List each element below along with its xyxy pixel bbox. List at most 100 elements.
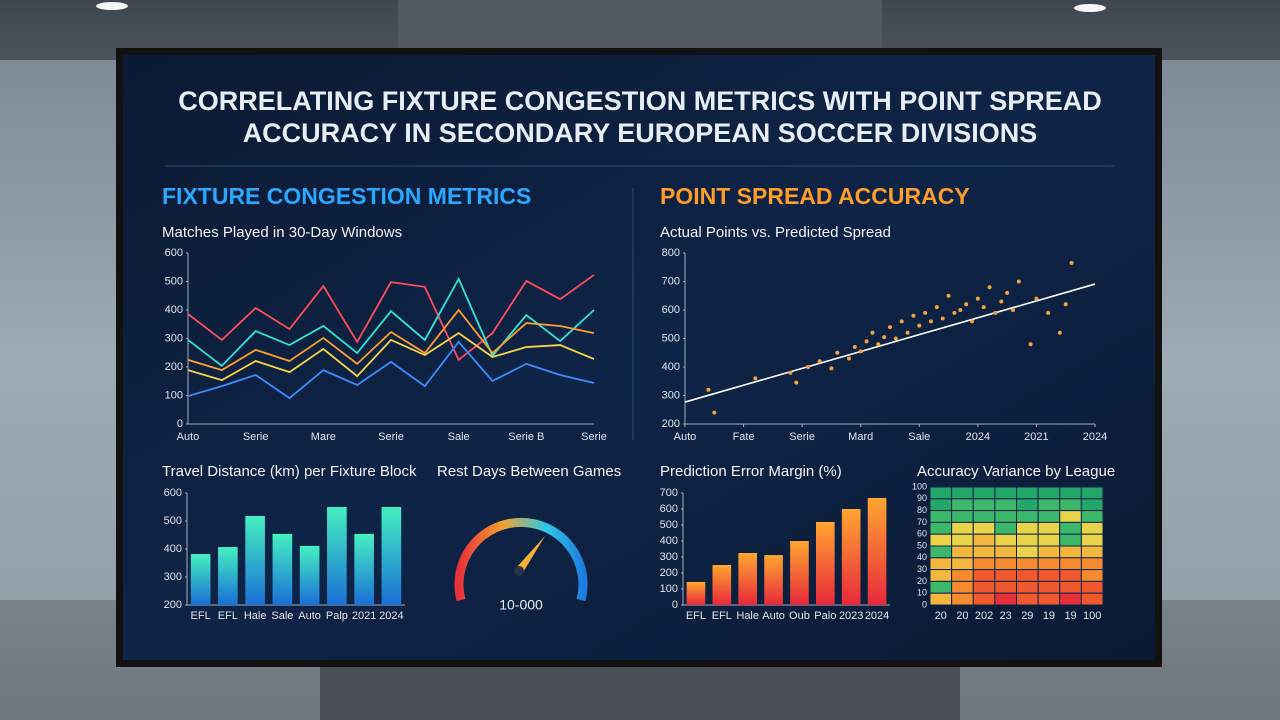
scatter-point <box>829 366 834 371</box>
section-heading: FIXTURE CONGESTION METRICS <box>162 183 531 209</box>
heat-cell <box>951 521 974 535</box>
y-tick-label: 200 <box>165 361 183 373</box>
heat-cell <box>994 498 1017 512</box>
x-tick-label: Fate <box>733 431 755 443</box>
y-tick-label: 60 <box>917 529 927 539</box>
heat-cell <box>951 498 974 512</box>
heat-cell <box>1059 557 1082 571</box>
x-tick-label: EFL <box>686 610 706 622</box>
x-tick-label: Sale <box>448 431 470 443</box>
heat-cell <box>994 592 1017 606</box>
scatter-point <box>905 330 910 335</box>
gauge-needle <box>516 536 545 574</box>
x-tick-label: Serie <box>789 431 815 443</box>
heat-cell <box>972 486 996 500</box>
scatter-point <box>876 342 881 347</box>
gauge-title: Rest Days Between Games <box>437 463 621 480</box>
heat-cell <box>972 580 996 594</box>
heat-cell <box>1059 486 1082 500</box>
ceiling-light <box>1074 4 1106 12</box>
y-tick-label: 30 <box>917 564 927 574</box>
bar <box>712 565 732 605</box>
x-tick-label: 2021 <box>1024 431 1048 443</box>
heat-cell <box>951 592 974 606</box>
y-tick-label: 500 <box>165 275 183 287</box>
heat-cell <box>929 569 953 582</box>
heat-cell <box>1037 592 1061 606</box>
line-series <box>187 276 595 368</box>
y-tick-label: 400 <box>165 304 183 316</box>
heat-cell <box>994 510 1017 523</box>
bar <box>815 521 835 605</box>
bar <box>841 509 861 605</box>
y-tick-label: 400 <box>660 535 678 547</box>
scatter-point <box>899 319 904 324</box>
heat-cell <box>1059 533 1082 547</box>
y-tick-label: 0 <box>922 599 927 609</box>
x-tick-label: 2024 <box>865 610 889 622</box>
bar <box>867 497 887 605</box>
heat-cell <box>972 510 996 523</box>
x-tick-label: Sale <box>908 431 930 443</box>
heat-cell <box>1016 592 1039 606</box>
bar <box>381 507 402 605</box>
heat-cell <box>1059 545 1082 559</box>
heat-cell <box>1037 521 1061 535</box>
y-tick-label: 300 <box>660 551 678 563</box>
heat-cell <box>1037 533 1061 547</box>
heat-cell <box>1080 557 1104 571</box>
y-tick-label: 600 <box>660 503 678 515</box>
pillar <box>320 660 960 720</box>
scatter-point <box>940 316 945 321</box>
y-tick-label: 800 <box>662 247 680 259</box>
line-series <box>187 331 595 382</box>
y-tick-label: 50 <box>917 540 927 550</box>
heat-cell <box>1080 510 1104 523</box>
pillar-top <box>398 0 882 50</box>
y-tick-label: 400 <box>164 543 182 555</box>
heat-cell <box>1016 486 1039 500</box>
chart-title: Matches Played in 30-Day Windows <box>162 224 402 241</box>
x-tick-label: 202 <box>975 610 993 622</box>
line-series <box>187 308 595 372</box>
scatter-point <box>993 310 998 315</box>
x-tick-label: 100 <box>1083 610 1101 622</box>
heat-cell <box>951 569 974 582</box>
heat-cell <box>1037 545 1061 559</box>
scatter-point <box>893 336 898 341</box>
scatter-point <box>987 285 992 290</box>
heat-cell <box>994 545 1017 559</box>
x-tick-label: 2023 <box>839 610 863 622</box>
heat-cell <box>929 521 953 535</box>
x-tick-label: Oub <box>789 610 810 622</box>
scatter-point <box>917 323 922 328</box>
heat-cell <box>1080 592 1104 606</box>
heat-cell <box>929 557 953 571</box>
x-tick-label: 19 <box>1064 610 1076 622</box>
scatter-point <box>888 325 892 330</box>
heat-cell <box>929 498 953 512</box>
y-tick-label: 300 <box>662 389 680 401</box>
x-tick-label: 20 <box>956 610 968 622</box>
heat-cell <box>1080 498 1104 512</box>
y-tick-label: 700 <box>662 275 680 287</box>
scatter-point <box>882 335 887 340</box>
x-tick-label: Auto <box>762 610 785 622</box>
bar <box>354 533 374 605</box>
heat-cell <box>994 569 1017 582</box>
x-tick-label: Hale <box>736 610 759 622</box>
heat-cell <box>972 521 996 535</box>
heat-cell <box>1016 557 1039 571</box>
heat-cell <box>929 533 953 547</box>
scatter-point <box>911 313 916 318</box>
heat-cell <box>972 592 996 606</box>
gauge-label: 10-000 <box>499 597 543 613</box>
heat-cell <box>1037 510 1061 523</box>
heat-cell <box>1037 580 1061 594</box>
x-tick-label: EFL <box>191 610 211 622</box>
heat-cell <box>1080 569 1104 582</box>
scatter-point <box>817 359 822 364</box>
scatter-point <box>712 410 717 415</box>
y-tick-label: 600 <box>164 487 182 499</box>
